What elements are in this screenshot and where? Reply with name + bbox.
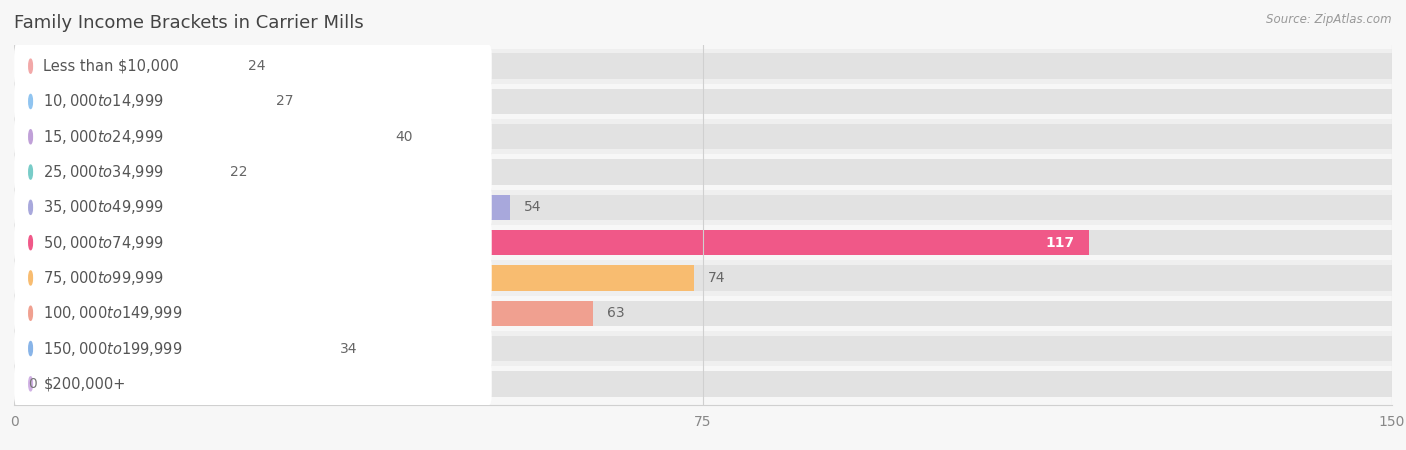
Text: 117: 117: [1046, 236, 1076, 250]
Bar: [14, 54, 1392, 79]
Bar: [14, 336, 326, 361]
FancyBboxPatch shape: [14, 327, 492, 370]
Circle shape: [28, 236, 32, 250]
Bar: [14, 265, 1392, 291]
Bar: [14, 159, 1392, 185]
Bar: [14, 89, 1392, 114]
Text: $15,000 to $24,999: $15,000 to $24,999: [44, 128, 165, 146]
Bar: [14, 230, 1392, 255]
Circle shape: [28, 200, 32, 214]
Bar: [14, 366, 1392, 401]
Bar: [14, 230, 1088, 255]
FancyBboxPatch shape: [14, 221, 492, 264]
Bar: [14, 225, 1392, 260]
Bar: [14, 49, 1392, 84]
Bar: [14, 54, 235, 79]
Text: Source: ZipAtlas.com: Source: ZipAtlas.com: [1267, 14, 1392, 27]
Text: Less than $10,000: Less than $10,000: [44, 58, 179, 74]
Circle shape: [28, 59, 32, 73]
FancyBboxPatch shape: [14, 363, 492, 405]
Text: $150,000 to $199,999: $150,000 to $199,999: [44, 340, 183, 358]
Text: 63: 63: [606, 306, 624, 320]
Text: Family Income Brackets in Carrier Mills: Family Income Brackets in Carrier Mills: [14, 14, 364, 32]
Bar: [14, 371, 1392, 396]
Bar: [14, 301, 593, 326]
Bar: [14, 124, 381, 149]
Circle shape: [28, 306, 32, 320]
Bar: [14, 195, 1392, 220]
Text: $75,000 to $99,999: $75,000 to $99,999: [44, 269, 165, 287]
Text: 22: 22: [231, 165, 247, 179]
Text: 34: 34: [340, 342, 357, 356]
FancyBboxPatch shape: [14, 292, 492, 334]
FancyBboxPatch shape: [14, 45, 492, 87]
Text: $100,000 to $149,999: $100,000 to $149,999: [44, 304, 183, 322]
Text: $50,000 to $74,999: $50,000 to $74,999: [44, 234, 165, 252]
Bar: [14, 190, 1392, 225]
Text: $10,000 to $14,999: $10,000 to $14,999: [44, 92, 165, 110]
Circle shape: [28, 94, 32, 108]
Bar: [14, 89, 262, 114]
Circle shape: [28, 130, 32, 144]
Text: 0: 0: [28, 377, 37, 391]
Bar: [14, 159, 217, 185]
FancyBboxPatch shape: [14, 186, 492, 229]
FancyBboxPatch shape: [14, 80, 492, 123]
Bar: [14, 301, 1392, 326]
FancyBboxPatch shape: [14, 257, 492, 299]
Bar: [14, 260, 1392, 296]
Bar: [14, 265, 693, 291]
Text: 24: 24: [249, 59, 266, 73]
Bar: [14, 296, 1392, 331]
Circle shape: [28, 342, 32, 356]
Bar: [14, 119, 1392, 154]
Text: $25,000 to $34,999: $25,000 to $34,999: [44, 163, 165, 181]
Text: 27: 27: [276, 94, 294, 108]
Bar: [14, 124, 1392, 149]
Bar: [14, 331, 1392, 366]
Text: 74: 74: [707, 271, 725, 285]
Bar: [14, 84, 1392, 119]
FancyBboxPatch shape: [14, 116, 492, 158]
Bar: [14, 336, 1392, 361]
Text: $200,000+: $200,000+: [44, 376, 125, 392]
Text: $35,000 to $49,999: $35,000 to $49,999: [44, 198, 165, 216]
Circle shape: [28, 165, 32, 179]
Bar: [14, 195, 510, 220]
Circle shape: [28, 271, 32, 285]
Text: 40: 40: [395, 130, 413, 144]
Circle shape: [28, 377, 32, 391]
Text: 54: 54: [524, 200, 541, 214]
FancyBboxPatch shape: [14, 151, 492, 193]
Bar: [14, 154, 1392, 190]
